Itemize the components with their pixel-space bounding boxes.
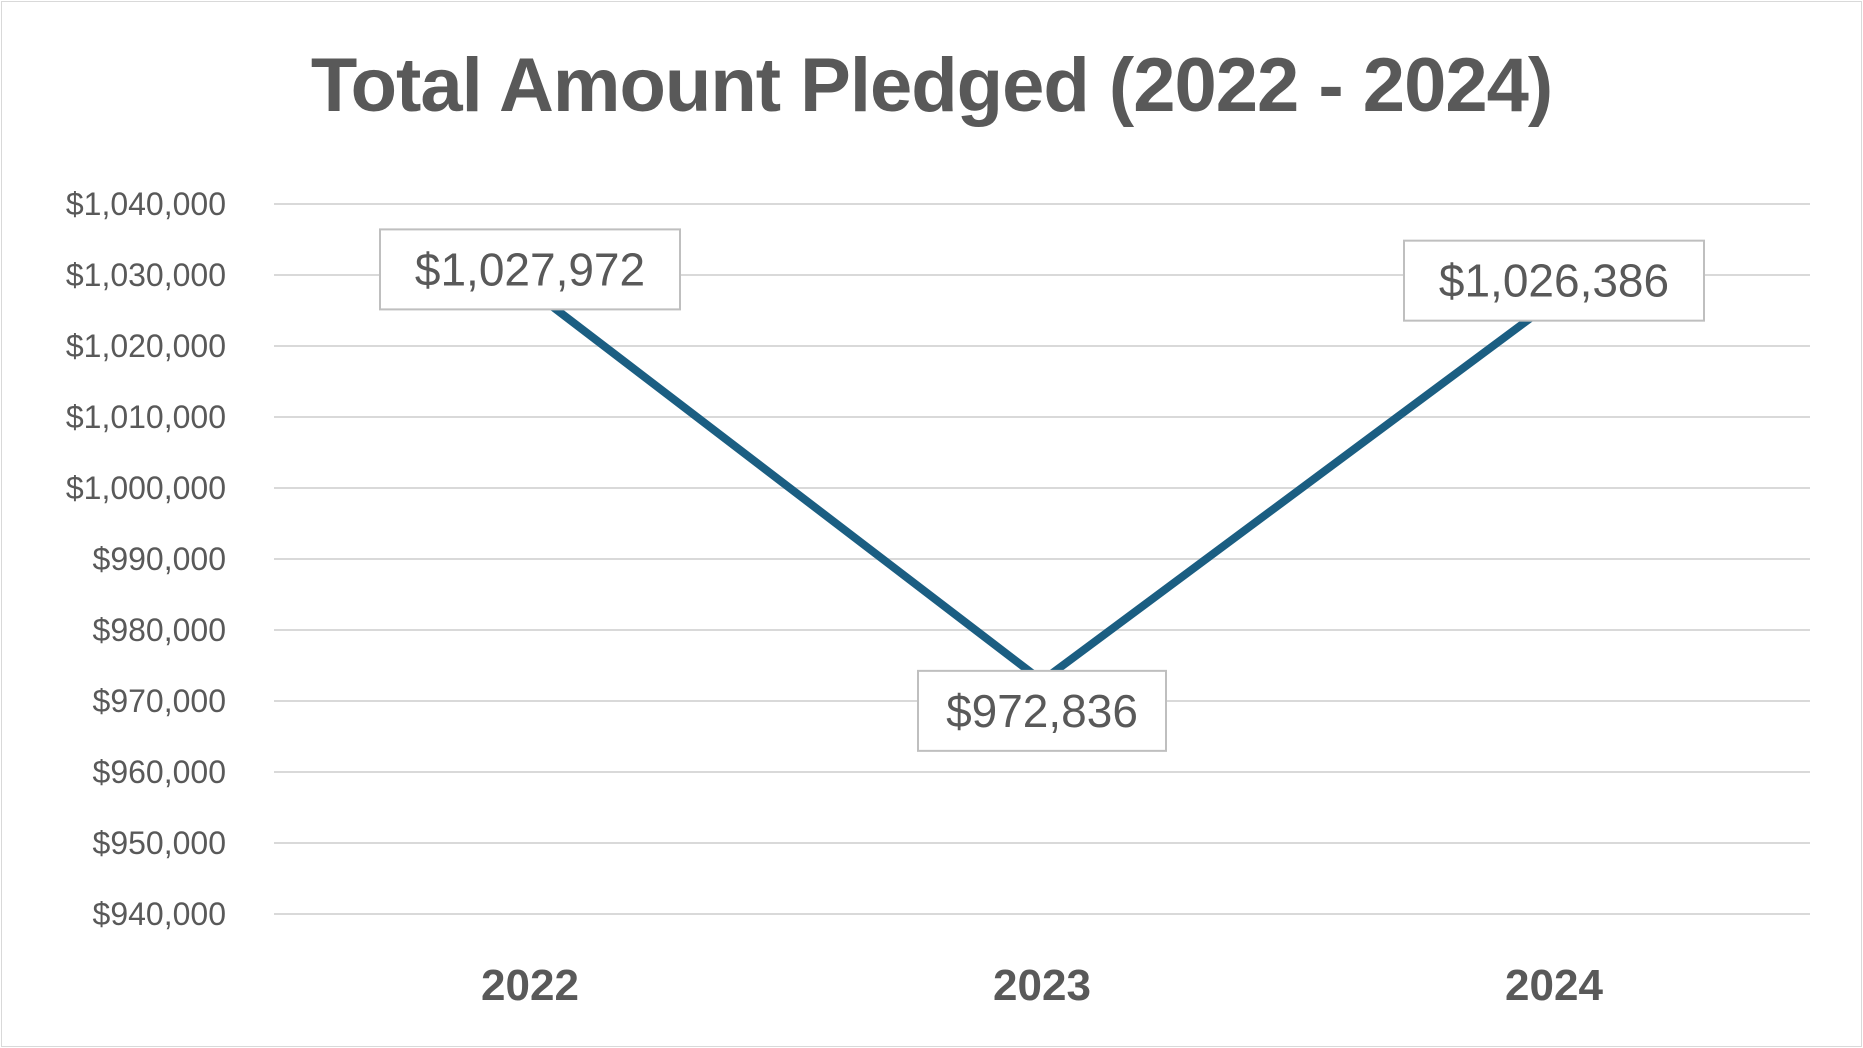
- y-tick-label: $960,000: [93, 754, 226, 790]
- y-tick-label: $940,000: [93, 896, 226, 932]
- x-tick-label: 2023: [993, 961, 1091, 1010]
- series-line: [527, 286, 1557, 686]
- chart-title: Total Amount Pledged (2022 - 2024): [310, 43, 1553, 128]
- data-label: $1,027,972: [379, 228, 681, 311]
- y-tick-label: $950,000: [93, 825, 226, 861]
- data-label-text: $1,027,972: [415, 243, 645, 295]
- x-tick-label: 2024: [1505, 961, 1603, 1010]
- data-labels: $1,027,972 $972,836 $1,026,386: [379, 228, 1705, 752]
- y-tick-label: $1,040,000: [66, 186, 226, 222]
- data-label-box: [1403, 239, 1705, 322]
- series-layer: [527, 286, 1557, 686]
- x-tick-label: 2022: [481, 961, 579, 1010]
- data-label-box: [917, 669, 1167, 752]
- y-tick-label: $970,000: [93, 683, 226, 719]
- y-tick-label: $990,000: [93, 541, 226, 577]
- y-axis-ticks: $940,000 $950,000 $960,000 $970,000 $980,000…: [66, 186, 226, 932]
- y-tick-label: $1,010,000: [66, 399, 226, 435]
- y-tick-label: $1,000,000: [66, 470, 226, 506]
- data-label: $972,836: [917, 669, 1167, 752]
- data-label: $1,026,386: [1403, 239, 1705, 322]
- y-tick-label: $1,020,000: [66, 328, 226, 364]
- x-axis-ticks: 2022 2023 2024: [481, 961, 1603, 1010]
- data-label-text: $972,836: [946, 685, 1138, 737]
- y-tick-label: $1,030,000: [66, 257, 226, 293]
- y-tick-label: $980,000: [93, 612, 226, 648]
- data-label-text: $1,026,386: [1439, 255, 1669, 307]
- data-label-box: [379, 228, 681, 311]
